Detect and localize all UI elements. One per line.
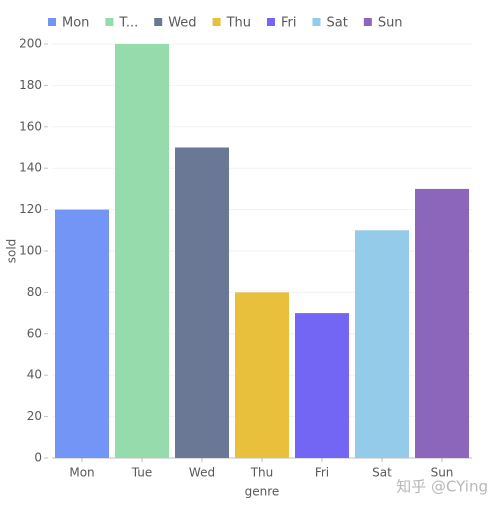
legend-swatch [154, 18, 163, 26]
watermark: 知乎 @CYing [396, 478, 488, 496]
x-tick-label: Sun [431, 466, 454, 480]
bar [55, 209, 109, 458]
bar [355, 230, 409, 458]
legend-swatch [48, 18, 56, 26]
x-axis-label: genre [245, 485, 280, 499]
bar [175, 147, 229, 458]
y-tick-label: 60 [27, 326, 42, 340]
bar [295, 313, 349, 458]
x-tick-label: Fri [315, 466, 329, 480]
x-tick-label: Thu [250, 466, 274, 480]
y-tick-label: 40 [27, 368, 42, 382]
legend-swatch [312, 18, 321, 26]
bar [115, 44, 169, 458]
legend-label: Mon [62, 16, 89, 31]
legend-label: Sun [378, 16, 403, 31]
y-tick-label: 160 [19, 119, 42, 133]
y-axis-label: sold [5, 239, 19, 264]
y-tick-label: 200 [19, 37, 42, 51]
legend-label: T... [118, 16, 138, 31]
y-tick-label: 0 [34, 451, 42, 465]
y-tick-label: 140 [19, 161, 42, 175]
y-tick-label: 120 [19, 202, 42, 216]
legend-label: Wed [168, 16, 196, 31]
legend-swatch [363, 18, 372, 26]
bar [415, 188, 469, 458]
legend-label: Sat [326, 16, 347, 31]
x-tick-label: Sat [372, 466, 392, 480]
y-tick-label: 80 [27, 285, 42, 299]
legend-label: Fri [281, 16, 297, 31]
y-tick-label: 100 [19, 244, 42, 258]
y-tick-label: 180 [19, 78, 42, 92]
x-tick-label: Mon [69, 466, 94, 480]
legend-swatch [105, 18, 114, 26]
legend-swatch [212, 18, 221, 26]
legend-swatch [266, 18, 275, 26]
x-tick-label: Wed [189, 466, 215, 480]
legend-label: Thu [226, 16, 251, 31]
x-tick-label: Tue [131, 466, 153, 480]
y-tick-label: 20 [27, 409, 42, 423]
bar [235, 292, 289, 458]
